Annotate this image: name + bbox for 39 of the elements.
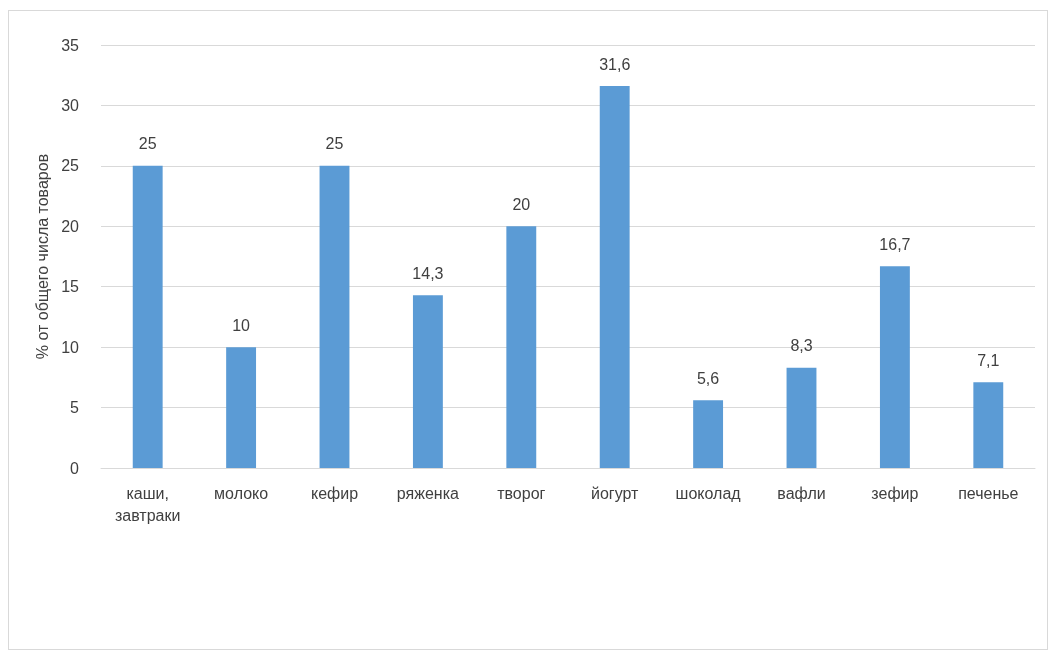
y-axis-title: % от общего числа товаров <box>33 153 51 360</box>
x-tick-label: кефир <box>310 484 359 502</box>
x-tick-label: ряженка <box>396 484 460 502</box>
y-tick-label: 5 <box>70 399 80 417</box>
data-label: 20 <box>512 195 531 213</box>
bar <box>319 165 350 468</box>
data-label: 31,6 <box>599 55 631 73</box>
bar <box>786 367 817 468</box>
data-label: 5,6 <box>696 369 720 387</box>
bar <box>879 266 910 468</box>
y-tick-label: 15 <box>61 278 80 296</box>
x-tick-label: йогурт <box>591 484 640 502</box>
data-label: 25 <box>138 135 157 153</box>
bar <box>412 295 443 468</box>
x-tick-label: шоколад <box>675 484 742 502</box>
bar <box>599 86 630 468</box>
x-tick-label: вафли <box>777 484 826 502</box>
x-tick-label: зефир <box>871 484 919 502</box>
data-label: 16,7 <box>879 235 911 253</box>
data-label: 10 <box>232 316 251 334</box>
data-label: 14,3 <box>412 264 444 282</box>
y-tick-label: 20 <box>61 217 80 235</box>
x-tick-label: молоко <box>214 484 269 502</box>
x-tick-label: печенье <box>958 484 1019 502</box>
y-tick-label: 35 <box>61 36 80 54</box>
y-tick-label: 0 <box>70 459 80 477</box>
data-label: 8,3 <box>790 337 813 355</box>
data-label: 25 <box>325 135 344 153</box>
y-tick-label: 30 <box>61 96 80 114</box>
bar <box>506 226 537 468</box>
y-tick-label: 25 <box>61 157 80 175</box>
bar <box>226 347 257 468</box>
data-label: 7,1 <box>977 351 1000 369</box>
x-tick-label: творог <box>497 484 546 502</box>
bar <box>132 165 163 468</box>
bar <box>973 382 1004 468</box>
y-tick-label: 10 <box>61 338 80 356</box>
bar <box>693 400 724 468</box>
x-tick-label: каши, завтраки <box>114 484 181 524</box>
